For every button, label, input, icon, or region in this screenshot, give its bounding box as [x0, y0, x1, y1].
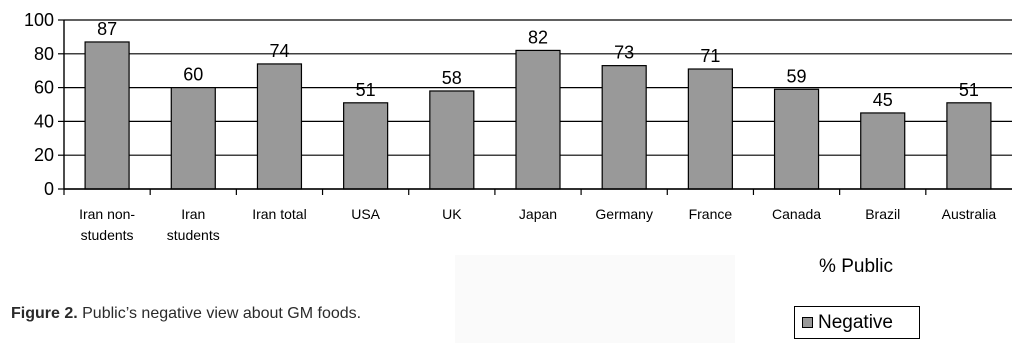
background-block	[455, 255, 735, 343]
data-label: 51	[959, 80, 979, 100]
category-label: students	[167, 227, 220, 243]
bar-7	[687, 68, 733, 190]
y-tick-label: 0	[44, 179, 54, 199]
bar-4	[429, 90, 475, 190]
data-label: 82	[528, 27, 548, 47]
category-label: Canada	[772, 206, 821, 222]
data-label: 51	[356, 80, 376, 100]
figure-caption: Figure 2. Public’s negative view about G…	[11, 305, 361, 323]
legend: Negative	[794, 306, 920, 339]
legend-swatch	[802, 317, 813, 328]
data-label: 58	[442, 68, 462, 88]
data-label: 59	[787, 66, 807, 86]
labels: 0 20 40 60 80 100 87 Iran non-students 60 Iran stu…	[24, 10, 996, 277]
data-label: 74	[269, 41, 289, 61]
data-label: 87	[97, 19, 117, 39]
bar-10	[946, 102, 992, 190]
data-label: 45	[873, 90, 893, 110]
category-label: Germany	[595, 206, 653, 222]
y-tick-label: 40	[34, 111, 54, 131]
y-tick-label: 80	[34, 44, 54, 64]
bar-9	[860, 112, 906, 190]
y-tick-label: 20	[34, 145, 54, 165]
legend-label: Negative	[818, 311, 893, 333]
category-label: Iran	[181, 206, 205, 222]
bar-8	[773, 88, 820, 190]
category-label: Australia	[942, 206, 997, 222]
data-label: 60	[183, 65, 203, 85]
x-axis-title: % Public	[819, 256, 893, 277]
bar-0	[84, 41, 130, 190]
category-label: Iran non-	[79, 206, 135, 222]
category-label: Brazil	[865, 206, 900, 222]
caption-figure-number: Figure 2.	[11, 305, 78, 322]
bar-chart: 0 20 40 60 80 100 87 Iran non-students 60 Iran stu…	[24, 10, 1012, 277]
axes	[58, 19, 1012, 195]
category-label: France	[689, 206, 733, 222]
category-label: UK	[442, 206, 462, 222]
bar-1	[170, 86, 216, 190]
category-label: USA	[351, 206, 380, 222]
bar-3	[343, 102, 389, 190]
bar-5	[515, 49, 561, 190]
category-label: Iran total	[252, 206, 306, 222]
bar-2	[256, 63, 303, 190]
bar-6	[601, 65, 647, 190]
category-label: Japan	[519, 206, 557, 222]
y-tick-label: 100	[24, 10, 54, 30]
data-label: 71	[700, 46, 720, 66]
y-tick-label: 60	[34, 78, 54, 98]
data-label: 73	[614, 43, 634, 63]
bars	[84, 41, 992, 190]
caption-text: Public’s negative view about GM foods.	[77, 305, 362, 322]
category-label: students	[81, 227, 134, 243]
